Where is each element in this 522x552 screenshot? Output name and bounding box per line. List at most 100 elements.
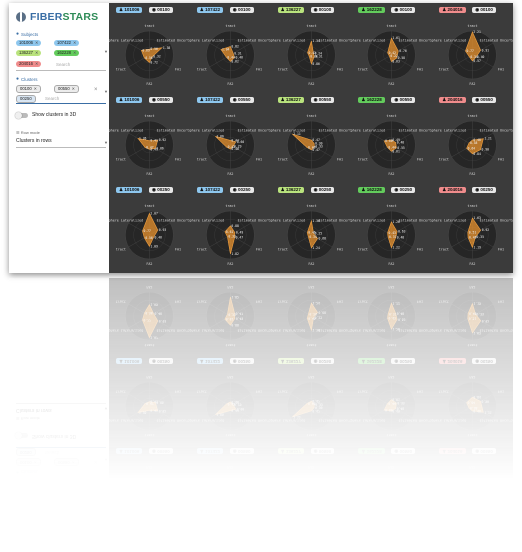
radar-tile[interactable]: ♟ 107422 ◉ 00250 tract Estimated Uncertaint…: [190, 185, 271, 273]
cluster-chip[interactable]: 00100 ✕: [16, 85, 42, 93]
radar-tile[interactable]: ♟ 136227 ◉ 00100 tract Estimated Uncertaint…: [271, 5, 352, 95]
subjects-search-input[interactable]: Search: [56, 62, 71, 67]
value-label: 1.26: [393, 220, 401, 224]
chip-label: 107422: [57, 40, 71, 45]
person-icon: ♟: [280, 539, 285, 544]
subject-badge-label: 101006: [124, 187, 140, 192]
subject-chip[interactable]: 204016 ✕: [16, 61, 42, 67]
cluster-badge-label: 00550: [238, 449, 251, 454]
chevron-down-icon: ▼: [104, 457, 108, 462]
cluster-chip[interactable]: 00550 ✕: [54, 85, 80, 93]
radar-tile[interactable]: ♟ 101006 ◉ 00250 tract Estimated Uncertaint…: [109, 185, 190, 273]
value-label: 0.48: [469, 236, 477, 240]
radar-chart: tract Estimated Uncertainty FA1 FA2 tract Hem…: [351, 285, 432, 347]
close-icon[interactable]: ✕: [33, 86, 38, 91]
radar-tile[interactable]: ♟ 136227 ◉ 00250 tract Estimated Uncertaint…: [271, 185, 351, 273]
subject-chip[interactable]: 107422 ✕: [54, 40, 80, 46]
subject-chip[interactable]: 162228 ✕: [54, 50, 80, 56]
axis-label: Hemisphere Lateralized: [271, 328, 305, 332]
cluster-badge-label: 00250: [318, 359, 332, 364]
radar-chart: tract Estimated Uncertainty FA1 FA2 tract Hem…: [109, 114, 190, 176]
subject-badge-label: 162228: [366, 449, 382, 454]
chevron-down-icon[interactable]: ▼: [104, 49, 108, 54]
radar-tile[interactable]: ♟ 204016 ◉ 00250 tract Estimated Uncertaint…: [432, 185, 513, 273]
axis-label: FA2: [470, 172, 476, 176]
radar-chart: tract Estimated Uncertainty FA1 FA2 tract Hem…: [109, 465, 190, 527]
toggle-knob[interactable]: [15, 112, 22, 119]
close-icon[interactable]: ✕: [72, 40, 77, 45]
radar-axis: [290, 315, 312, 329]
value-label: 1.34: [312, 508, 320, 512]
axis-label: tract: [387, 24, 397, 28]
close-icon[interactable]: ×: [94, 87, 98, 93]
rowmode-select[interactable]: Clusters in rows: [16, 138, 52, 144]
radar-tile[interactable]: ♟ 101006 ◉ 00100 tract Estimated Uncertaint…: [109, 5, 190, 95]
subject-badge: ♟ 136227: [277, 448, 304, 454]
subject-chip: 107422 ✕: [54, 505, 80, 511]
cluster-badge: ◉ 00550: [149, 448, 173, 454]
close-icon[interactable]: ✕: [34, 40, 39, 45]
cluster-badge: ◉ 00100: [391, 7, 416, 13]
axis-label: Hemisphere Lateralized: [351, 39, 385, 43]
value-label: 0.29: [234, 402, 242, 406]
close-icon[interactable]: ✕: [71, 86, 76, 91]
radar-tile[interactable]: ♟ 107422 ◉ 00550 tract Estimated Uncertaint…: [190, 95, 271, 185]
person-icon: ♟: [280, 359, 285, 364]
value-label: 0.56: [150, 47, 158, 51]
value-label: 0.43: [308, 496, 316, 500]
chevron-down-icon[interactable]: ▼: [104, 140, 108, 145]
radar-tile[interactable]: ♟ 204016 ◉ 00100 tract Estimated Uncertaint…: [432, 5, 513, 95]
cluster-icon: ◉: [394, 97, 399, 102]
axis-label: tract: [225, 523, 235, 527]
chevron-down-icon: ▼: [104, 497, 108, 502]
radar-tile[interactable]: ♟ 162228 ◉ 00250 tract Estimated Uncertaint…: [351, 185, 432, 273]
cluster-chip[interactable]: 00250: [16, 95, 36, 103]
value-label: 0.42: [389, 496, 397, 500]
axis-label: Hemisphere Lateralized: [351, 129, 385, 133]
cluster-icon: ◉: [152, 539, 156, 544]
radar-shape: [140, 487, 163, 504]
axis-label: Estimated Uncertainty: [399, 219, 432, 223]
subject-chip[interactable]: 101006 ✕: [16, 40, 42, 46]
subject-chip[interactable]: 136227 ✕: [16, 50, 42, 56]
radar-chart: tract Estimated Uncertainty FA1 FA2 tract Hem…: [271, 375, 352, 437]
subjects-icon: ●: [16, 514, 20, 520]
radar-tile: ♟ 107422 ◉ 00550 tract Estimated Uncertaint…: [190, 366, 271, 456]
radar-shape: [306, 219, 318, 249]
radar-ring: [295, 390, 327, 422]
value-label: 1.36: [312, 328, 320, 332]
axis-label: tract: [306, 114, 316, 118]
subject-badge-label: 162228: [366, 97, 382, 102]
axis-label: Estimated Uncertainty: [480, 219, 513, 223]
cluster-badge-label: 00550: [157, 449, 170, 454]
subject-badge-label: 204016: [447, 359, 463, 364]
close-icon[interactable]: ✕: [34, 61, 39, 66]
value-label: 2.07: [150, 336, 158, 340]
radar-tile[interactable]: ♟ 101006 ◉ 00550 tract Estimated Uncertaint…: [109, 95, 190, 185]
radar-tile[interactable]: ♟ 107422 ◉ 00100 tract Estimated Uncertaint…: [190, 5, 271, 95]
chevron-down-icon[interactable]: ▼: [104, 89, 108, 94]
axis-label: Estimated Uncertainty: [399, 508, 432, 512]
close-icon[interactable]: ✕: [72, 50, 77, 55]
fiber-logo-icon: [16, 529, 26, 539]
value-label: 0.42: [227, 402, 235, 406]
radar-tile[interactable]: ♟ 162228 ◉ 00100 tract Estimated Uncertaint…: [351, 5, 432, 95]
close-icon[interactable]: ✕: [34, 50, 39, 55]
subject-badge: ♟ 107422: [196, 448, 224, 454]
radar-tile[interactable]: ♟ 162228 ◉ 00550 tract Estimated Uncertaint…: [351, 95, 432, 185]
chip-label: 107422: [57, 506, 71, 511]
value-label: 0.48: [469, 311, 477, 315]
cluster-badge: ◉ 00100: [472, 538, 496, 544]
radar-tile[interactable]: ♟ 136227 ◉ 00550 tract Estimated Uncertaint…: [271, 95, 351, 185]
radar-chart: tract Estimated Uncertainty FA1 FA2 tract Hem…: [271, 24, 352, 86]
axis-label: tract: [358, 300, 368, 304]
radar-axis: [451, 483, 473, 497]
value-label: 0.33: [228, 312, 236, 316]
value-label: 0.46: [235, 492, 243, 496]
radar-tile[interactable]: ♟ 204016 ◉ 00550 tract Estimated Uncertaint…: [432, 95, 513, 185]
axis-label: Hemisphere Lateralized: [109, 328, 143, 332]
axis-label: tract: [277, 67, 287, 71]
clusters-search-input[interactable]: Search: [45, 96, 60, 101]
show-3d-toggle[interactable]: [15, 112, 28, 119]
subject-badge-label: 101006: [124, 359, 140, 364]
